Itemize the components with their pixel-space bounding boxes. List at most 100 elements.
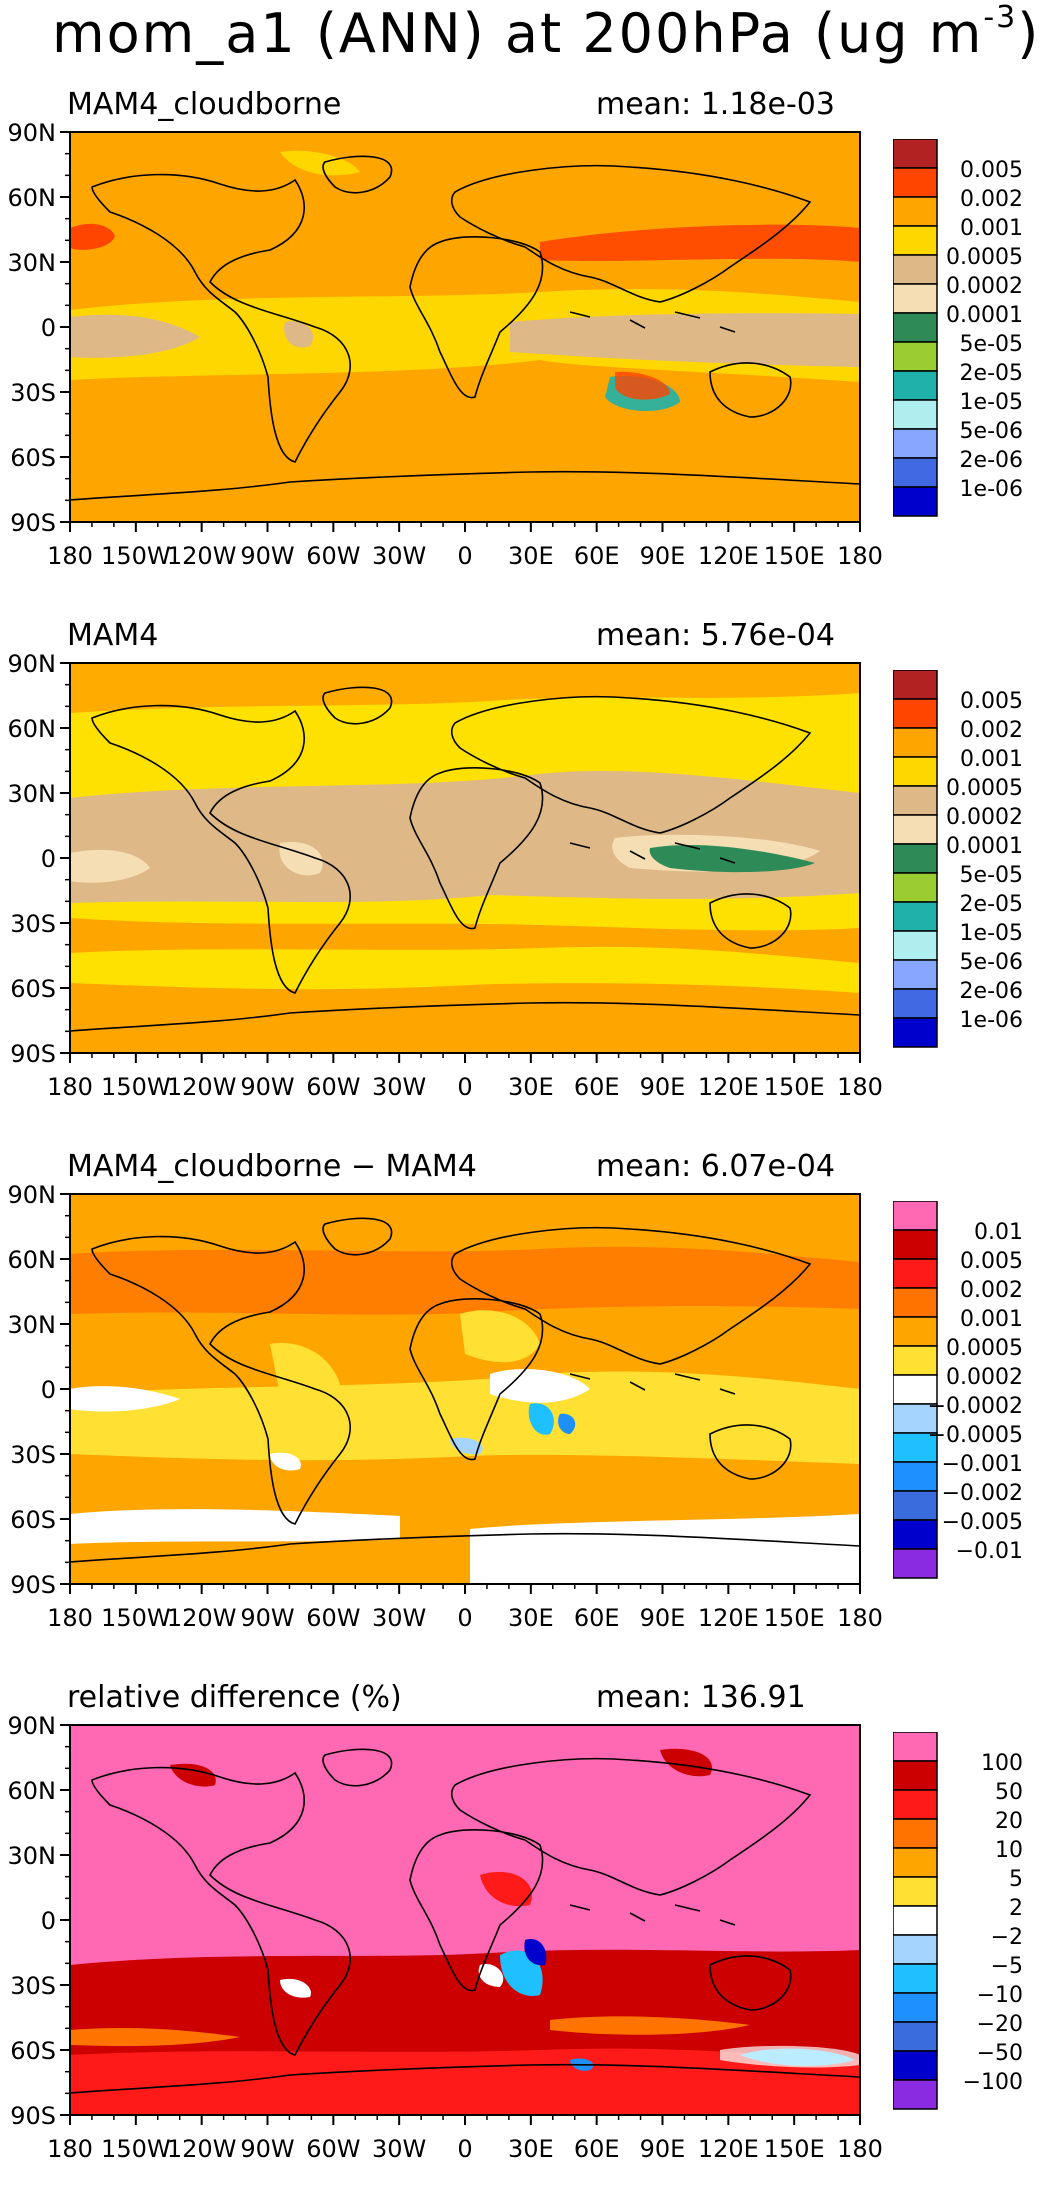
lat-tick-label: 90S bbox=[10, 509, 56, 537]
field-white-patch bbox=[720, 2045, 860, 2068]
lon-tick-label: 120W bbox=[167, 542, 237, 570]
lon-tick-label: 180 bbox=[47, 1604, 93, 1632]
colorbar-swatch bbox=[893, 2050, 938, 2081]
field-red-band bbox=[540, 224, 860, 262]
lon-tick-label: 0 bbox=[457, 2135, 472, 2163]
colorbar-label: 50 bbox=[995, 1780, 1023, 1805]
lon-tick-label: 180 bbox=[837, 1073, 883, 1101]
colorbar-mam4: 0.005 0.002 0.001 0.0005 0.0002 0.0001 5e-05 2e… bbox=[893, 670, 1023, 1048]
colorbar-label: 0.005 bbox=[960, 689, 1023, 714]
lon-tick-label: 180 bbox=[47, 542, 93, 570]
lon-tick-label: 180 bbox=[837, 1604, 883, 1632]
lon-tick-label: 180 bbox=[47, 1073, 93, 1101]
colorbar-swatch bbox=[893, 1374, 938, 1405]
lat-tick-label: 30N bbox=[8, 1311, 57, 1339]
colorbar-label: −100 bbox=[963, 2070, 1023, 2095]
lon-tick-label: 60W bbox=[306, 542, 360, 570]
colorbar-label: 0.0005 bbox=[946, 245, 1023, 270]
lon-tick-label: 0 bbox=[457, 542, 472, 570]
colorbar-label: 0.0001 bbox=[946, 834, 1023, 859]
colorbar-cloudborne: 0.005 0.002 0.001 0.0005 0.0002 0.0001 5e-05 2e… bbox=[893, 139, 1023, 517]
lat-tick-label: 30S bbox=[10, 379, 56, 407]
colorbar-swatch bbox=[893, 283, 938, 314]
lon-tick-label: 120E bbox=[698, 1604, 759, 1632]
lon-tick-label: 150W bbox=[101, 1073, 171, 1101]
colorbar-swatch bbox=[893, 225, 938, 256]
panel-title: MAM4 bbox=[67, 618, 159, 653]
lon-tick-label: 120E bbox=[698, 542, 759, 570]
colorbar-swatch bbox=[893, 670, 938, 700]
lat-tick-label: 60N bbox=[8, 1246, 57, 1274]
colorbar-label: 0.01 bbox=[974, 1220, 1023, 1245]
lon-tick-label: 30E bbox=[508, 1073, 554, 1101]
lat-tick-label: 60S bbox=[10, 444, 56, 472]
lon-tick-label: 120E bbox=[698, 1073, 759, 1101]
colorbar-swatch bbox=[893, 872, 938, 903]
colorbar-label: 2 bbox=[1009, 1896, 1023, 1921]
colorbar-label: 1e-06 bbox=[960, 1008, 1023, 1033]
field-white-band bbox=[470, 1514, 860, 1584]
colorbar-swatch bbox=[893, 930, 938, 961]
colorbar-swatch bbox=[893, 785, 938, 816]
field-red-band bbox=[70, 2048, 860, 2115]
colorbar-swatch bbox=[893, 1490, 938, 1521]
lon-tick-label: 60W bbox=[306, 1604, 360, 1632]
colorbar-swatch bbox=[893, 1963, 938, 1994]
map-panel-mam4: MAM4 mean: 5.76e-04 90N 60N 30N 0 30S 60S 90S … bbox=[0, 618, 1050, 1148]
colorbar-swatch bbox=[893, 1789, 938, 1820]
field-tan-patch bbox=[284, 321, 314, 348]
lat-tick-label: 90N bbox=[8, 650, 57, 678]
field-yellow-patch bbox=[280, 150, 360, 176]
colorbar-swatch bbox=[893, 1403, 938, 1434]
lon-tick-label: 150W bbox=[101, 542, 171, 570]
lon-tick-label: 30E bbox=[508, 542, 554, 570]
colorbar-label: 2e-05 bbox=[960, 892, 1023, 917]
lat-tick-label: 0 bbox=[41, 314, 56, 342]
lat-tick-label: 90S bbox=[10, 2102, 56, 2130]
colorbar-label: 0.002 bbox=[960, 718, 1023, 743]
colorbar-swatch bbox=[893, 756, 938, 787]
field-white-patch bbox=[478, 1964, 504, 1987]
field-blue-patch bbox=[558, 1413, 576, 1434]
lon-tick-label: 90E bbox=[640, 542, 686, 570]
colorbar-label: 1e-05 bbox=[960, 390, 1023, 415]
colorbar-swatch bbox=[893, 428, 938, 459]
lon-tick-label: 90E bbox=[640, 2135, 686, 2163]
lon-tick-label: 150E bbox=[764, 542, 825, 570]
colorbar-label: 5e-05 bbox=[960, 332, 1023, 357]
lat-tick-label: 90S bbox=[10, 1040, 56, 1068]
colorbar-swatch bbox=[893, 254, 938, 285]
lat-tick-label: 30S bbox=[10, 910, 56, 938]
lon-tick-label: 30E bbox=[508, 2135, 554, 2163]
colorbar-swatches: 0.005 0.002 0.001 0.0005 0.0002 0.0001 5e-05 2e… bbox=[893, 139, 1023, 517]
lon-tick-label: 120W bbox=[167, 2135, 237, 2163]
lat-tick-label: 30N bbox=[8, 780, 57, 808]
colorbar-swatch bbox=[893, 1258, 938, 1289]
lon-tick-label: 180 bbox=[837, 542, 883, 570]
colorbar-label: 0.001 bbox=[960, 216, 1023, 241]
colorbar-label: 100 bbox=[981, 1751, 1023, 1776]
colorbar-swatch bbox=[893, 698, 938, 729]
colorbar-label: −0.01 bbox=[956, 1539, 1023, 1564]
field-blue-patch bbox=[524, 1939, 547, 1966]
panel-mean: mean: 136.91 bbox=[596, 1680, 806, 1715]
coastlines bbox=[69, 1748, 861, 2094]
colorbar-label: 2e-06 bbox=[960, 448, 1023, 473]
field-red-patch bbox=[170, 1763, 216, 1787]
lon-tick-label: 150W bbox=[101, 2135, 171, 2163]
latitude-axis: 90N 60N 30N 0 30S 60S 90S bbox=[8, 1712, 70, 2130]
lon-tick-label: 120W bbox=[167, 1604, 237, 1632]
colorbar-difference: 0.01 0.005 0.002 0.001 0.0005 0.0002 −0.0002 −0… bbox=[893, 1201, 1023, 1579]
colorbar-swatch bbox=[893, 139, 938, 169]
lat-tick-label: 60N bbox=[8, 184, 57, 212]
lon-tick-label: 120E bbox=[698, 2135, 759, 2163]
colorbar-swatch bbox=[893, 167, 938, 198]
lat-tick-label: 90N bbox=[8, 119, 57, 147]
colorbar-swatch bbox=[893, 1732, 938, 1762]
panel-title: MAM4_cloudborne bbox=[67, 87, 342, 122]
colorbar-label: 5e-06 bbox=[960, 950, 1023, 975]
field-blue-patch bbox=[528, 1403, 554, 1435]
colorbar-swatch bbox=[893, 1201, 938, 1231]
panel-title: relative difference (%) bbox=[67, 1680, 402, 1715]
lon-tick-label: 60W bbox=[306, 1073, 360, 1101]
